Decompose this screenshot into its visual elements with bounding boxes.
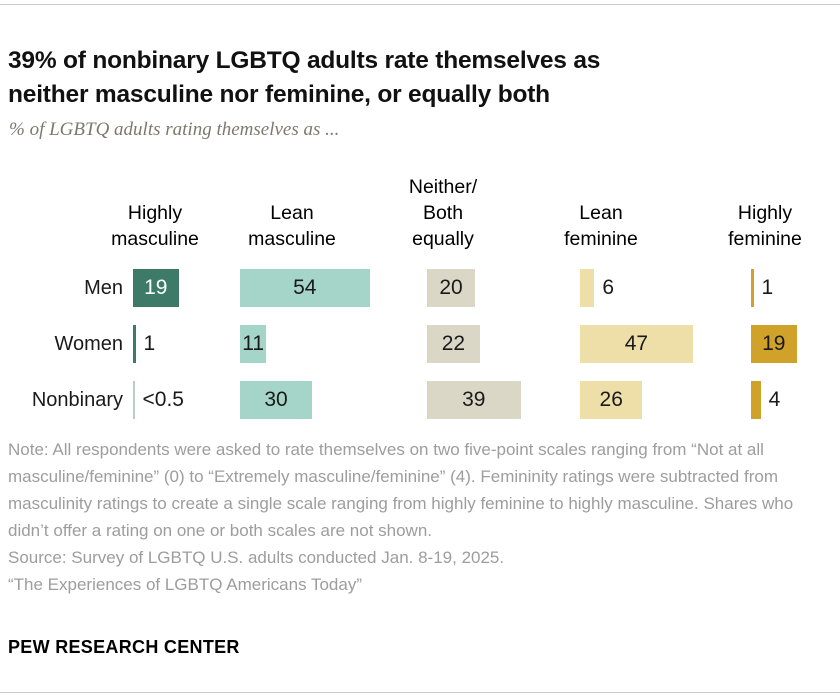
chart-subtitle: % of LGBTQ adults rating themselves as .… (9, 119, 340, 140)
bar-segment: 11 (240, 325, 267, 363)
chart-title: 39% of nonbinary LGBTQ adults rate thems… (8, 47, 601, 109)
bar-value-label: 54 (293, 276, 317, 299)
bar-segment: 30 (240, 381, 312, 419)
row-label: Nonbinary (31, 389, 123, 411)
bar-value-label: 30 (264, 388, 288, 411)
source-text: Source: Survey of LGBTQ U.S. adults cond… (8, 548, 505, 567)
column-header: Lean feminine (564, 202, 638, 250)
bar-segment: 19 (133, 269, 179, 307)
column-header: Highly masculine (111, 202, 199, 250)
bar-segment (751, 381, 761, 419)
bar-segment: 39 (427, 381, 521, 419)
bar-segment: 47 (580, 325, 693, 363)
row-label: Women (54, 333, 123, 355)
bar-segment: 54 (240, 269, 370, 307)
pew-research-center-logo: PEW RESEARCH CENTER (8, 637, 240, 657)
column-header: Neither/ Both equally (408, 176, 478, 250)
bar-value-label: 39 (462, 388, 486, 411)
bar-segment: 26 (580, 381, 643, 419)
bar-segment (133, 381, 135, 419)
bar-value-label: 22 (441, 332, 466, 355)
column-headers: Highly masculine Lean masculine Neither/ B… (0, 160, 840, 256)
bar-value-label: 20 (439, 276, 463, 299)
row-label: Men (84, 277, 123, 299)
column-header: Highly feminine (728, 202, 802, 250)
chart-row: Women 1 11 22 47 19 (0, 316, 840, 372)
note-text: Note: All respondents were asked to rate… (8, 440, 794, 540)
bar-value-label: 19 (762, 332, 786, 355)
bar-value-label: 19 (144, 276, 168, 299)
bar-segment: 19 (751, 325, 797, 363)
chart-row: Nonbinary <0.5 30 39 26 4 (0, 372, 840, 428)
chart-rows: Men 19 54 20 6 1 Women 1 11 22 47 19 Nonbinary <0.5 30… (0, 260, 840, 428)
bar-value-label: 6 (602, 276, 615, 299)
bar-chart: Highly masculine Lean masculine Neither/ B… (0, 160, 840, 432)
bar-value-label: 47 (624, 332, 649, 355)
bar-value-label: 1 (761, 276, 774, 299)
column-header: Lean masculine (248, 202, 336, 250)
top-divider (0, 4, 840, 5)
bar-segment (580, 269, 595, 307)
bar-value-label: 26 (599, 388, 623, 411)
bar-segment: 20 (427, 269, 475, 307)
report-title-text: “The Experiences of LGBTQ Americans Toda… (8, 575, 363, 594)
bar-value-label: <0.5 (142, 388, 184, 411)
footnotes: Note: All respondents were asked to rate… (8, 436, 826, 598)
bar-segment (133, 325, 136, 363)
bar-segment: 22 (427, 325, 480, 363)
bottom-divider (0, 692, 840, 693)
bar-value-label: 11 (242, 332, 265, 355)
bar-value-label: 1 (143, 332, 156, 355)
chart-row: Men 19 54 20 6 1 (0, 260, 840, 316)
bar-value-label: 4 (768, 388, 781, 411)
bar-segment (751, 269, 754, 307)
